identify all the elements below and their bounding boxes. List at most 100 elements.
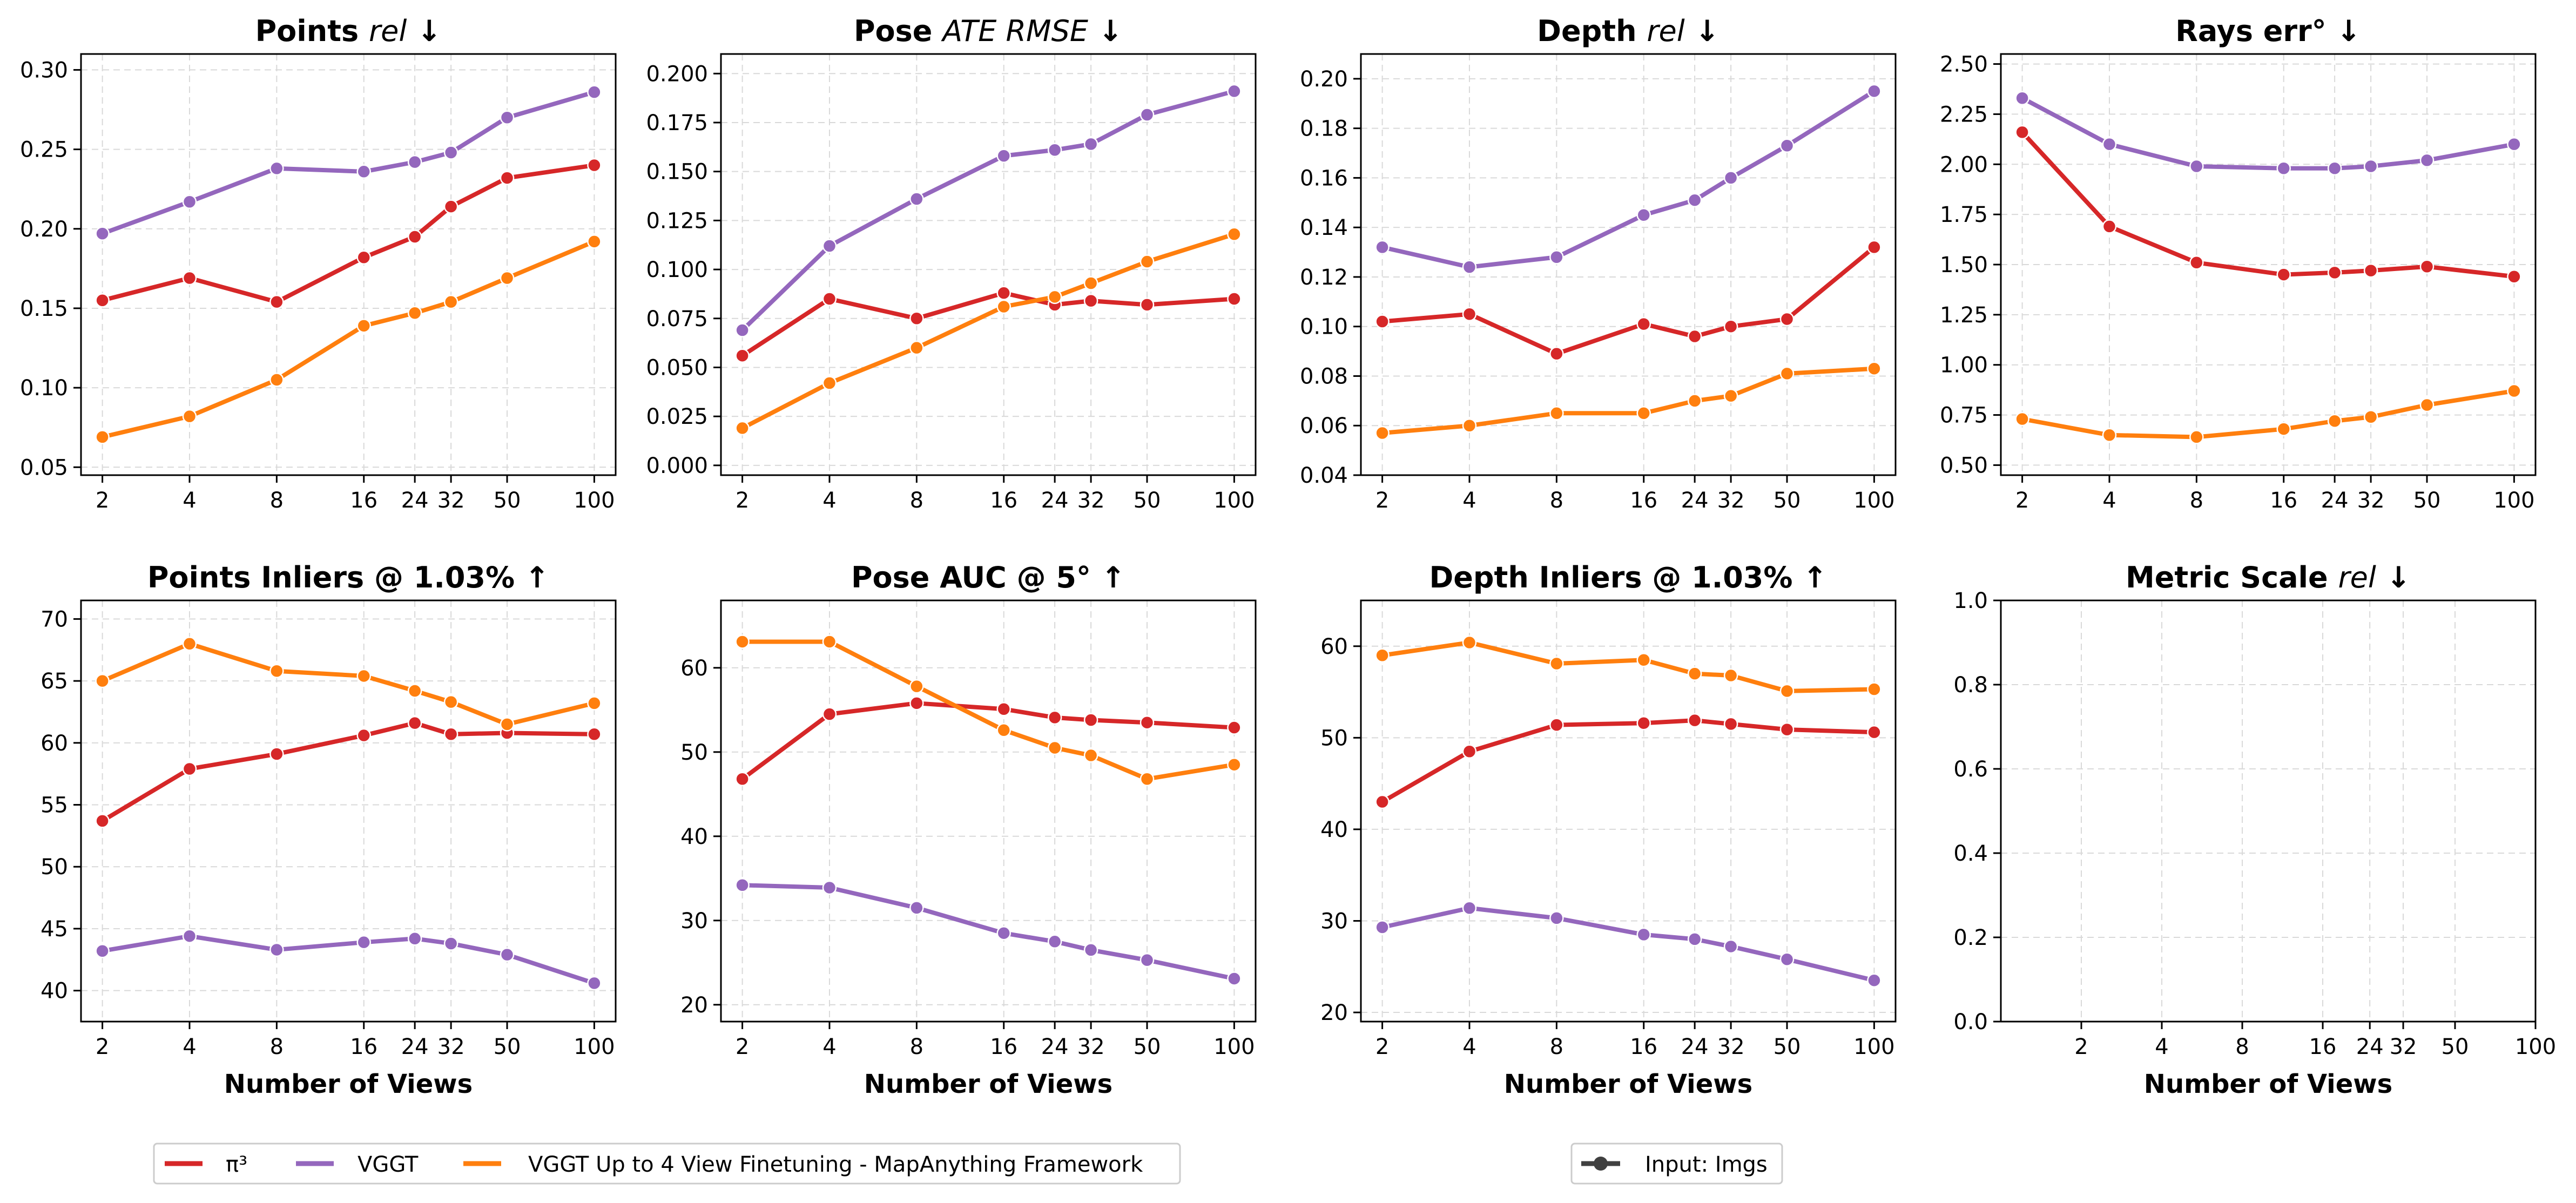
y-tick-label: 1.25 [1940, 303, 1988, 328]
y-tick-label: 65 [41, 669, 68, 694]
y-tick-label: 20 [1320, 1001, 1348, 1025]
subplot-title: Pose AUC @ 5° ↑ [851, 560, 1125, 594]
data-point [407, 229, 422, 244]
data-point [1227, 84, 1242, 99]
x-tick-label: 8 [1550, 1035, 1563, 1059]
subplot-title-arrow: ↑ [1091, 560, 1125, 594]
subplot-3: 2 4 8 16 24 32 50 1000.040.060.080.100.120.140.… [1300, 14, 1897, 513]
data-point [996, 925, 1011, 941]
y-tick-label: 1.0 [1953, 589, 1988, 613]
x-tick-label: 8 [1550, 488, 1563, 513]
y-tick-label: 50 [680, 740, 708, 765]
series-line-1 [1380, 245, 1877, 356]
x-tick-label: 50 [494, 1035, 521, 1059]
x-tick-label: 4 [822, 1035, 836, 1059]
y-tick-label: 0.12 [1300, 265, 1348, 290]
subplot-4: 2 4 8 16 24 32 50 1000.500.751.001.251.501.752.… [1940, 14, 2537, 513]
y-tick-label: 40 [41, 979, 68, 1004]
data-point [587, 976, 602, 991]
data-point [1083, 276, 1098, 290]
data-point [909, 679, 924, 694]
y-tick-label: 60 [680, 656, 708, 681]
y-tick-label: 0.08 [1300, 364, 1348, 389]
data-point [1723, 717, 1738, 732]
data-point [996, 722, 1011, 738]
x-tick-label: 16 [2309, 1035, 2337, 1059]
data-point [1867, 973, 1882, 988]
axes-frame [720, 599, 1257, 1023]
data-point [500, 110, 515, 125]
y-tick-label: 50 [1320, 726, 1348, 751]
data-point [1462, 260, 1477, 274]
data-point [996, 148, 1011, 163]
data-point [1375, 314, 1390, 329]
data-point [356, 164, 371, 179]
subplot-title: Pose ATE RMSE ↓ [854, 14, 1123, 48]
y-tick-label: 0.10 [1300, 315, 1348, 340]
data-point [95, 943, 110, 958]
x-tick-label: 16 [990, 488, 1017, 513]
subplot-title-italic: rel [369, 14, 407, 48]
data-point [2276, 161, 2291, 175]
data-point [2276, 422, 2291, 436]
data-point [356, 668, 371, 684]
x-tick-label: 32 [1077, 1035, 1105, 1059]
series-line-2 [100, 934, 597, 985]
data-point [407, 931, 422, 946]
x-tick-label: 24 [1681, 488, 1709, 513]
data-point [356, 728, 371, 743]
data-point [407, 306, 422, 321]
data-point [1083, 137, 1098, 152]
subplot-title-main: Depth [1537, 14, 1647, 48]
data-point [407, 684, 422, 698]
data-point [1779, 952, 1795, 967]
data-point [1636, 927, 1651, 942]
y-tick-label: 0.075 [646, 307, 708, 332]
series-line-1 [100, 163, 597, 305]
data-point [182, 637, 197, 651]
x-axis-label: Number of Views [1504, 1069, 1752, 1099]
subplot-title: Depth rel ↓ [1537, 14, 1719, 48]
data-point [1723, 171, 1738, 185]
series-line-3 [1380, 640, 1877, 693]
x-tick-label: 50 [2442, 1035, 2469, 1059]
data-point [1636, 316, 1651, 332]
y-tick-label: 0.10 [20, 376, 68, 401]
y-tick-label: 0.025 [646, 404, 708, 429]
x-tick-label: 50 [1773, 488, 1801, 513]
data-point [1779, 684, 1795, 699]
data-point [1083, 943, 1098, 957]
y-tick-label: 30 [680, 909, 708, 934]
data-point [2189, 159, 2204, 174]
subplot-title-main: Points Inliers @ 1.03% [147, 560, 515, 594]
data-point [822, 707, 837, 721]
data-point [587, 85, 602, 99]
data-point [2102, 428, 2117, 442]
y-tick-label: 40 [680, 824, 708, 849]
data-point [1867, 682, 1882, 697]
x-tick-label: 100 [1853, 488, 1894, 513]
x-tick-label: 16 [2270, 488, 2297, 513]
data-point [1375, 920, 1390, 935]
x-tick-label: 8 [270, 488, 284, 513]
x-tick-label: 24 [1681, 1035, 1709, 1059]
data-point [1636, 652, 1651, 667]
data-point [1779, 722, 1795, 737]
data-point [1636, 715, 1651, 731]
y-tick-label: 0.20 [1300, 67, 1348, 92]
data-point [735, 323, 750, 337]
data-point [1549, 656, 1564, 671]
data-point [1687, 329, 1702, 344]
x-tick-label: 100 [1213, 1035, 1255, 1059]
data-point [1047, 740, 1062, 755]
x-tick-label: 4 [183, 488, 196, 513]
input-legend: Input: Imgs [1570, 1143, 1783, 1185]
x-tick-label: 24 [2321, 488, 2349, 513]
subplot-title-arrow: ↓ [407, 14, 441, 48]
data-point [2102, 137, 2117, 152]
x-tick-label: 2 [736, 1035, 749, 1059]
